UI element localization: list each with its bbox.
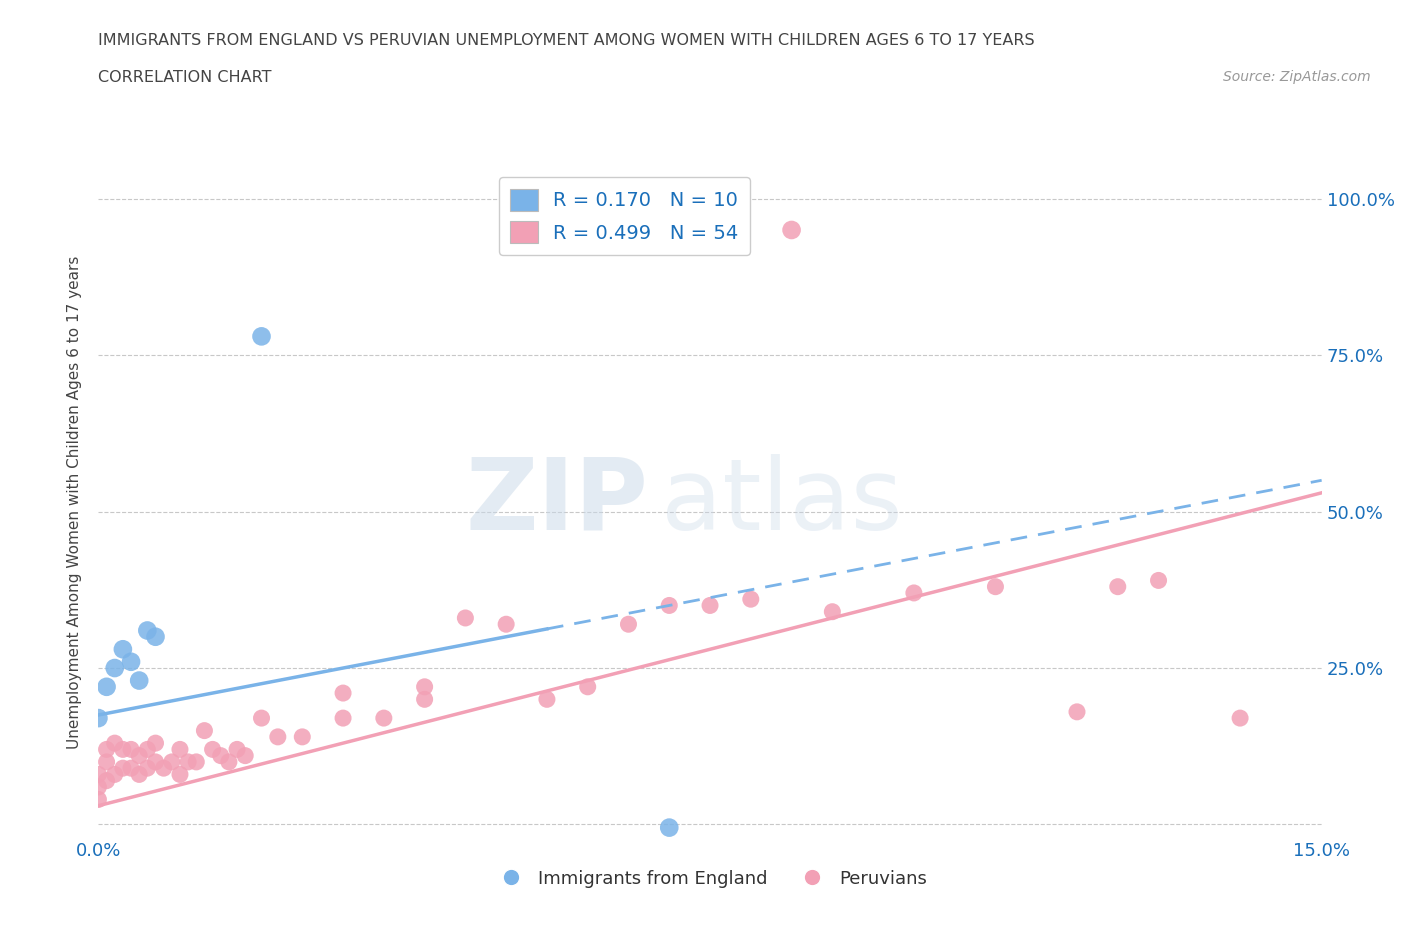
Point [250,711,273,725]
Point [413,692,436,707]
Point [96,742,118,757]
Point [128,673,150,688]
Point [193,724,215,738]
Point [152,761,174,776]
Point [87,767,110,782]
Point [984,579,1007,594]
Text: Source: ZipAtlas.com: Source: ZipAtlas.com [1223,70,1371,84]
Point [373,711,395,725]
Point [160,754,183,769]
Point [177,754,200,769]
Point [120,761,142,776]
Point [111,761,134,776]
Point [96,754,118,769]
Point [145,736,167,751]
Point [267,729,290,744]
Point [111,742,134,757]
Point [1147,573,1170,588]
Point [332,711,354,725]
Point [111,642,134,657]
Legend: Immigrants from England, Peruvians: Immigrants from England, Peruvians [485,862,935,895]
Point [104,736,127,751]
Point [454,610,477,625]
Point [250,329,273,344]
Point [96,773,118,788]
Point [104,660,127,675]
Point [87,792,110,807]
Point [104,767,127,782]
Point [201,742,224,757]
Point [821,604,844,619]
Point [413,680,436,695]
Point [1107,579,1129,594]
Point [780,222,803,237]
Y-axis label: Unemployment Among Women with Children Ages 6 to 17 years: Unemployment Among Women with Children A… [67,256,83,749]
Point [120,742,142,757]
Text: atlas: atlas [661,454,903,551]
Point [169,742,191,757]
Point [495,617,517,631]
Point [145,754,167,769]
Point [699,598,721,613]
Point [617,617,640,631]
Point [1229,711,1251,725]
Point [740,591,762,606]
Point [136,742,159,757]
Point [96,680,118,695]
Point [218,754,240,769]
Point [145,630,167,644]
Point [536,692,558,707]
Point [233,749,256,764]
Point [332,685,354,700]
Text: IMMIGRANTS FROM ENGLAND VS PERUVIAN UNEMPLOYMENT AMONG WOMEN WITH CHILDREN AGES : IMMIGRANTS FROM ENGLAND VS PERUVIAN UNEM… [98,33,1035,47]
Point [658,820,681,835]
Point [169,767,191,782]
Point [87,779,110,794]
Point [128,767,150,782]
Point [136,761,159,776]
Point [226,742,249,757]
Text: CORRELATION CHART: CORRELATION CHART [98,70,271,85]
Point [576,680,599,695]
Point [291,729,314,744]
Point [1066,704,1088,719]
Point [87,711,110,725]
Point [209,749,232,764]
Point [903,586,925,601]
Text: ZIP: ZIP [465,454,650,551]
Point [128,749,150,764]
Point [186,754,208,769]
Point [658,598,681,613]
Point [120,655,142,670]
Point [136,623,159,638]
